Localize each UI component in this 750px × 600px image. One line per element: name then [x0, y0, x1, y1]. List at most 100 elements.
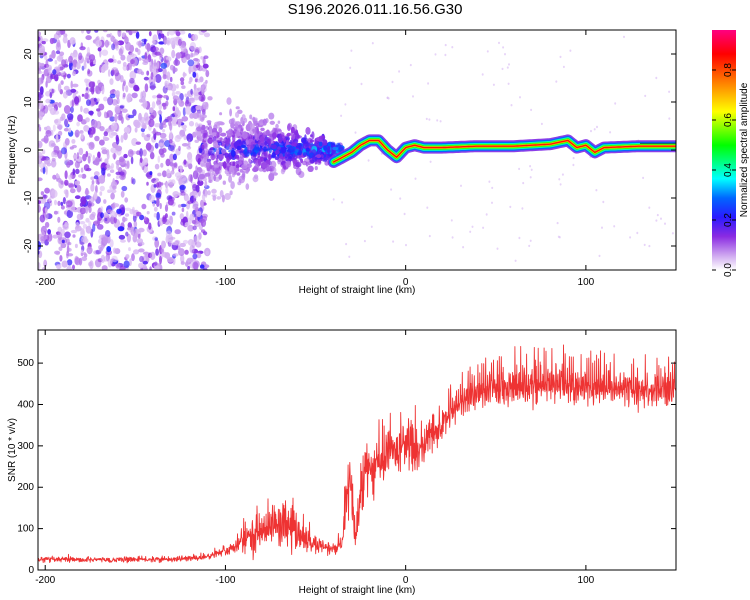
noise-cell — [79, 46, 86, 51]
noise-cell — [41, 138, 48, 142]
sparse-cell — [602, 200, 605, 204]
converge-cell — [311, 131, 315, 140]
noise-cell — [162, 123, 167, 128]
noise-cell — [63, 189, 69, 195]
noise-cell — [154, 51, 161, 56]
noise-cell — [179, 213, 184, 220]
noise-cell — [189, 213, 195, 222]
noise-cell — [121, 108, 128, 113]
converge-cell — [302, 152, 308, 157]
noise-cell — [112, 185, 117, 190]
noise-cell — [85, 35, 92, 41]
sparse-cell — [491, 186, 494, 190]
converge-cell — [268, 153, 271, 162]
noise-cell — [192, 170, 199, 180]
noise-cell — [188, 33, 192, 39]
snr-line — [38, 344, 676, 564]
noise-cell — [190, 88, 193, 95]
noise-cell — [180, 261, 185, 265]
noise-cell — [111, 262, 116, 267]
x-tick-label: -100 — [215, 277, 235, 288]
noise-cell — [75, 168, 80, 175]
sparse-cell — [340, 114, 343, 118]
noise-cell — [126, 94, 132, 103]
noise-cell — [168, 30, 176, 36]
converge-cell — [222, 161, 227, 169]
noise-cell — [187, 239, 195, 246]
page-title: S196.2026.011.16.56.G30 — [287, 1, 463, 18]
noise-cell — [187, 92, 191, 96]
noise-cell — [142, 260, 148, 265]
noise-cell — [60, 205, 65, 210]
noise-cell — [88, 54, 96, 62]
noise-cell — [128, 62, 133, 71]
converge-cell — [297, 152, 300, 156]
noise-cell — [62, 224, 69, 231]
noise-cell — [126, 54, 132, 63]
converge-cell — [245, 183, 250, 190]
noise-cell — [86, 30, 91, 34]
noise-cell — [88, 261, 93, 267]
noise-cell — [86, 46, 90, 56]
noise-cell — [114, 150, 119, 154]
noise-cell — [156, 198, 160, 208]
noise-cell — [202, 57, 206, 65]
sparse-cell — [501, 67, 504, 71]
sparse-cell — [510, 104, 513, 107]
noise-cell — [141, 96, 146, 103]
noise-cell — [97, 151, 101, 159]
sparse-cell — [425, 117, 428, 121]
converge-cell — [229, 108, 233, 117]
converge-cell — [214, 168, 220, 175]
sparse-cell — [660, 217, 662, 220]
sparse-cell — [623, 35, 625, 39]
sparse-cell — [345, 242, 348, 246]
noise-cell — [159, 47, 165, 55]
converge-cell — [245, 169, 249, 174]
noise-cell — [189, 244, 195, 254]
sparse-cell — [648, 206, 651, 209]
converge-cell — [205, 102, 209, 110]
noise-cell — [153, 213, 157, 218]
converge-cell — [264, 141, 268, 146]
noise-cell — [133, 220, 138, 228]
noise-cell — [133, 249, 140, 255]
noise-cell — [109, 239, 114, 248]
converge-cell — [212, 140, 218, 149]
noise-cell — [38, 45, 46, 54]
sparse-cell — [644, 94, 647, 98]
noise-cell — [180, 254, 185, 263]
noise-cell — [44, 55, 48, 61]
noise-cell — [112, 247, 117, 254]
noise-cell — [85, 150, 89, 158]
noise-cell — [101, 167, 106, 176]
noise-cell — [68, 127, 72, 133]
noise-cell — [194, 139, 199, 143]
noise-cell — [63, 210, 67, 215]
noise-cell — [98, 244, 105, 250]
noise-cell — [88, 110, 94, 116]
sparse-cell — [428, 118, 431, 121]
noise-cell — [107, 258, 113, 268]
noise-cell — [50, 189, 58, 198]
noise-cell — [53, 210, 58, 215]
sparse-cell — [412, 95, 414, 98]
converge-cell — [281, 146, 287, 154]
noise-cell — [168, 120, 172, 127]
noise-cell — [96, 224, 104, 230]
noise-cell — [146, 70, 150, 76]
noise-cell — [196, 252, 202, 259]
noise-cell — [112, 69, 115, 75]
noise-cell — [109, 169, 115, 174]
noise-cell — [162, 67, 167, 77]
noise-cell — [186, 133, 194, 143]
noise-cell — [38, 262, 41, 270]
noise-cell — [117, 114, 123, 121]
noise-cell — [66, 209, 74, 219]
sparse-cell — [671, 232, 674, 235]
noise-cell — [95, 85, 99, 94]
converge-cell — [203, 132, 208, 138]
noise-cell — [166, 71, 171, 81]
sparse-cell — [498, 41, 500, 45]
